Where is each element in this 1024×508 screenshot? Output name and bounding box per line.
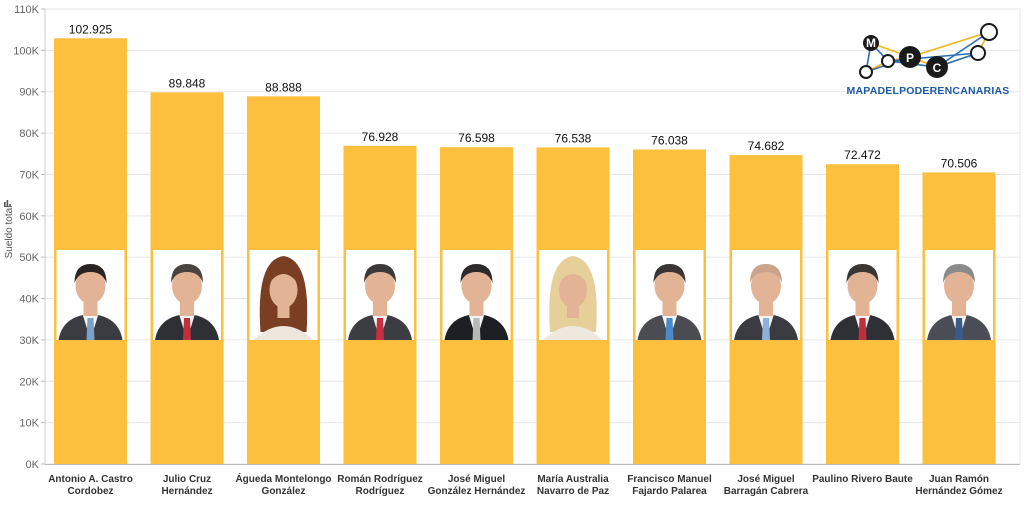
y-tick-label: 60K bbox=[19, 211, 39, 223]
bar-value-label: 88.888 bbox=[265, 80, 302, 94]
x-category-label-line: Francisco Manuel bbox=[627, 474, 712, 485]
y-tick-label: 30K bbox=[19, 335, 39, 347]
x-category-label: José Miguel Barragán Cabrera bbox=[724, 474, 809, 497]
x-category-label: Francisco Manuel Fajardo Palarea bbox=[627, 474, 712, 497]
y-tick-label: 20K bbox=[19, 376, 39, 388]
logo-node bbox=[881, 54, 895, 68]
portrait-photo bbox=[635, 250, 704, 340]
x-category-label: Román Rodríguez Rodríguez bbox=[337, 474, 423, 497]
x-category-label-line: José Miguel bbox=[737, 474, 794, 485]
y-tick-label: 90K bbox=[19, 87, 39, 99]
logo-node bbox=[980, 23, 998, 41]
x-category-label-line: Navarro de Paz bbox=[537, 486, 609, 497]
mapa-del-poder-logo: M P C MAPADELPODERENCANARIAS bbox=[847, 23, 1010, 97]
portrait-photo bbox=[925, 250, 993, 340]
y-axis-title: Sueldo total bbox=[4, 206, 15, 259]
logo-node bbox=[970, 45, 986, 61]
x-category-label-line: Cordobez bbox=[67, 486, 113, 497]
bar-value-label: 76.598 bbox=[458, 131, 495, 145]
x-category-label: Águeda Montelongo González bbox=[235, 472, 331, 497]
bar-value-label: 76.928 bbox=[362, 130, 399, 144]
bar-value-label: 70.506 bbox=[941, 156, 978, 170]
x-category-label-line: González bbox=[262, 486, 306, 497]
portrait-photo bbox=[249, 250, 318, 340]
portrait-photo bbox=[442, 250, 511, 340]
x-category-label-line: Julio Cruz bbox=[163, 474, 211, 485]
x-category-label-line: Águeda Montelongo bbox=[235, 472, 331, 485]
bar-value-label: 72.472 bbox=[844, 148, 881, 162]
y-tick-label: 70K bbox=[19, 169, 39, 181]
portrait-photo bbox=[539, 250, 607, 340]
x-category-label-line: González Hernández bbox=[428, 486, 526, 497]
logo-node-m bbox=[863, 35, 879, 51]
y-tick-label: 0K bbox=[26, 459, 40, 471]
portraits bbox=[56, 250, 993, 340]
logo-node-p bbox=[899, 46, 921, 68]
x-category-label-line: Fajardo Palarea bbox=[632, 486, 707, 497]
y-tick-label: 40K bbox=[19, 294, 39, 306]
y-tick-label: 110K bbox=[14, 4, 40, 16]
x-category-label-line: Hernández bbox=[161, 486, 212, 497]
logo-letter-p: P bbox=[906, 51, 914, 65]
portrait-photo bbox=[56, 250, 125, 340]
bar-value-label: 89.848 bbox=[169, 76, 206, 90]
x-category-label: José Miguel González Hernández bbox=[428, 474, 526, 497]
x-category-label: María Australia Navarro de Paz bbox=[537, 474, 609, 497]
x-category-label-line: Paulino Rivero Baute bbox=[812, 474, 913, 485]
x-category-label-line: María Australia bbox=[537, 474, 609, 485]
logo-letter-c: C bbox=[933, 61, 942, 75]
logo-node-c bbox=[926, 56, 948, 78]
y-tick-label: 10K bbox=[19, 418, 39, 430]
portrait-photo bbox=[828, 250, 897, 340]
y-tick-label: 80K bbox=[19, 128, 39, 140]
x-category-label-line: Rodríguez bbox=[356, 486, 405, 497]
bar-value-label: 102.925 bbox=[69, 22, 113, 36]
y-axis: 0K 10K 20K 30K 40K 50K 60K 70K 80K 90K 100K 110K bbox=[13, 4, 1021, 471]
bar-chart-icon bbox=[4, 200, 11, 207]
portrait-photo bbox=[153, 250, 221, 340]
logo-letter-m: M bbox=[866, 36, 876, 50]
x-category-label-line: José Miguel bbox=[448, 474, 505, 485]
portrait-photo bbox=[732, 250, 800, 340]
value-labels: 102.925 89.848 88.888 76.928 76.598 76.538 76.… bbox=[69, 22, 978, 170]
x-category-label-line: Román Rodríguez bbox=[337, 474, 423, 485]
bar-value-label: 76.038 bbox=[651, 133, 688, 147]
y-tick-label: 50K bbox=[19, 252, 39, 264]
y-tick-label: 100K bbox=[13, 45, 39, 57]
x-category-label: Julio Cruz Hernández bbox=[161, 474, 212, 497]
x-category-label: Antonio A. Castro Cordobez bbox=[48, 474, 133, 497]
bar-value-label: 74.682 bbox=[748, 139, 785, 153]
x-category-label-line: Juan Ramón bbox=[929, 474, 989, 485]
logo-text: MAPADELPODERENCANARIAS bbox=[847, 85, 1010, 97]
bar-value-label: 76.538 bbox=[555, 131, 592, 145]
x-category-label-line: Antonio A. Castro bbox=[48, 474, 133, 485]
x-category-label-line: Barragán Cabrera bbox=[724, 486, 809, 497]
portrait-photo bbox=[346, 250, 414, 340]
x-category-label-line: Hernández Gómez bbox=[915, 486, 1002, 497]
logo-node bbox=[859, 65, 873, 79]
x-category-label: Juan Ramón Hernández Gómez bbox=[915, 474, 1002, 497]
x-category-label: Paulino Rivero Baute bbox=[812, 474, 913, 485]
